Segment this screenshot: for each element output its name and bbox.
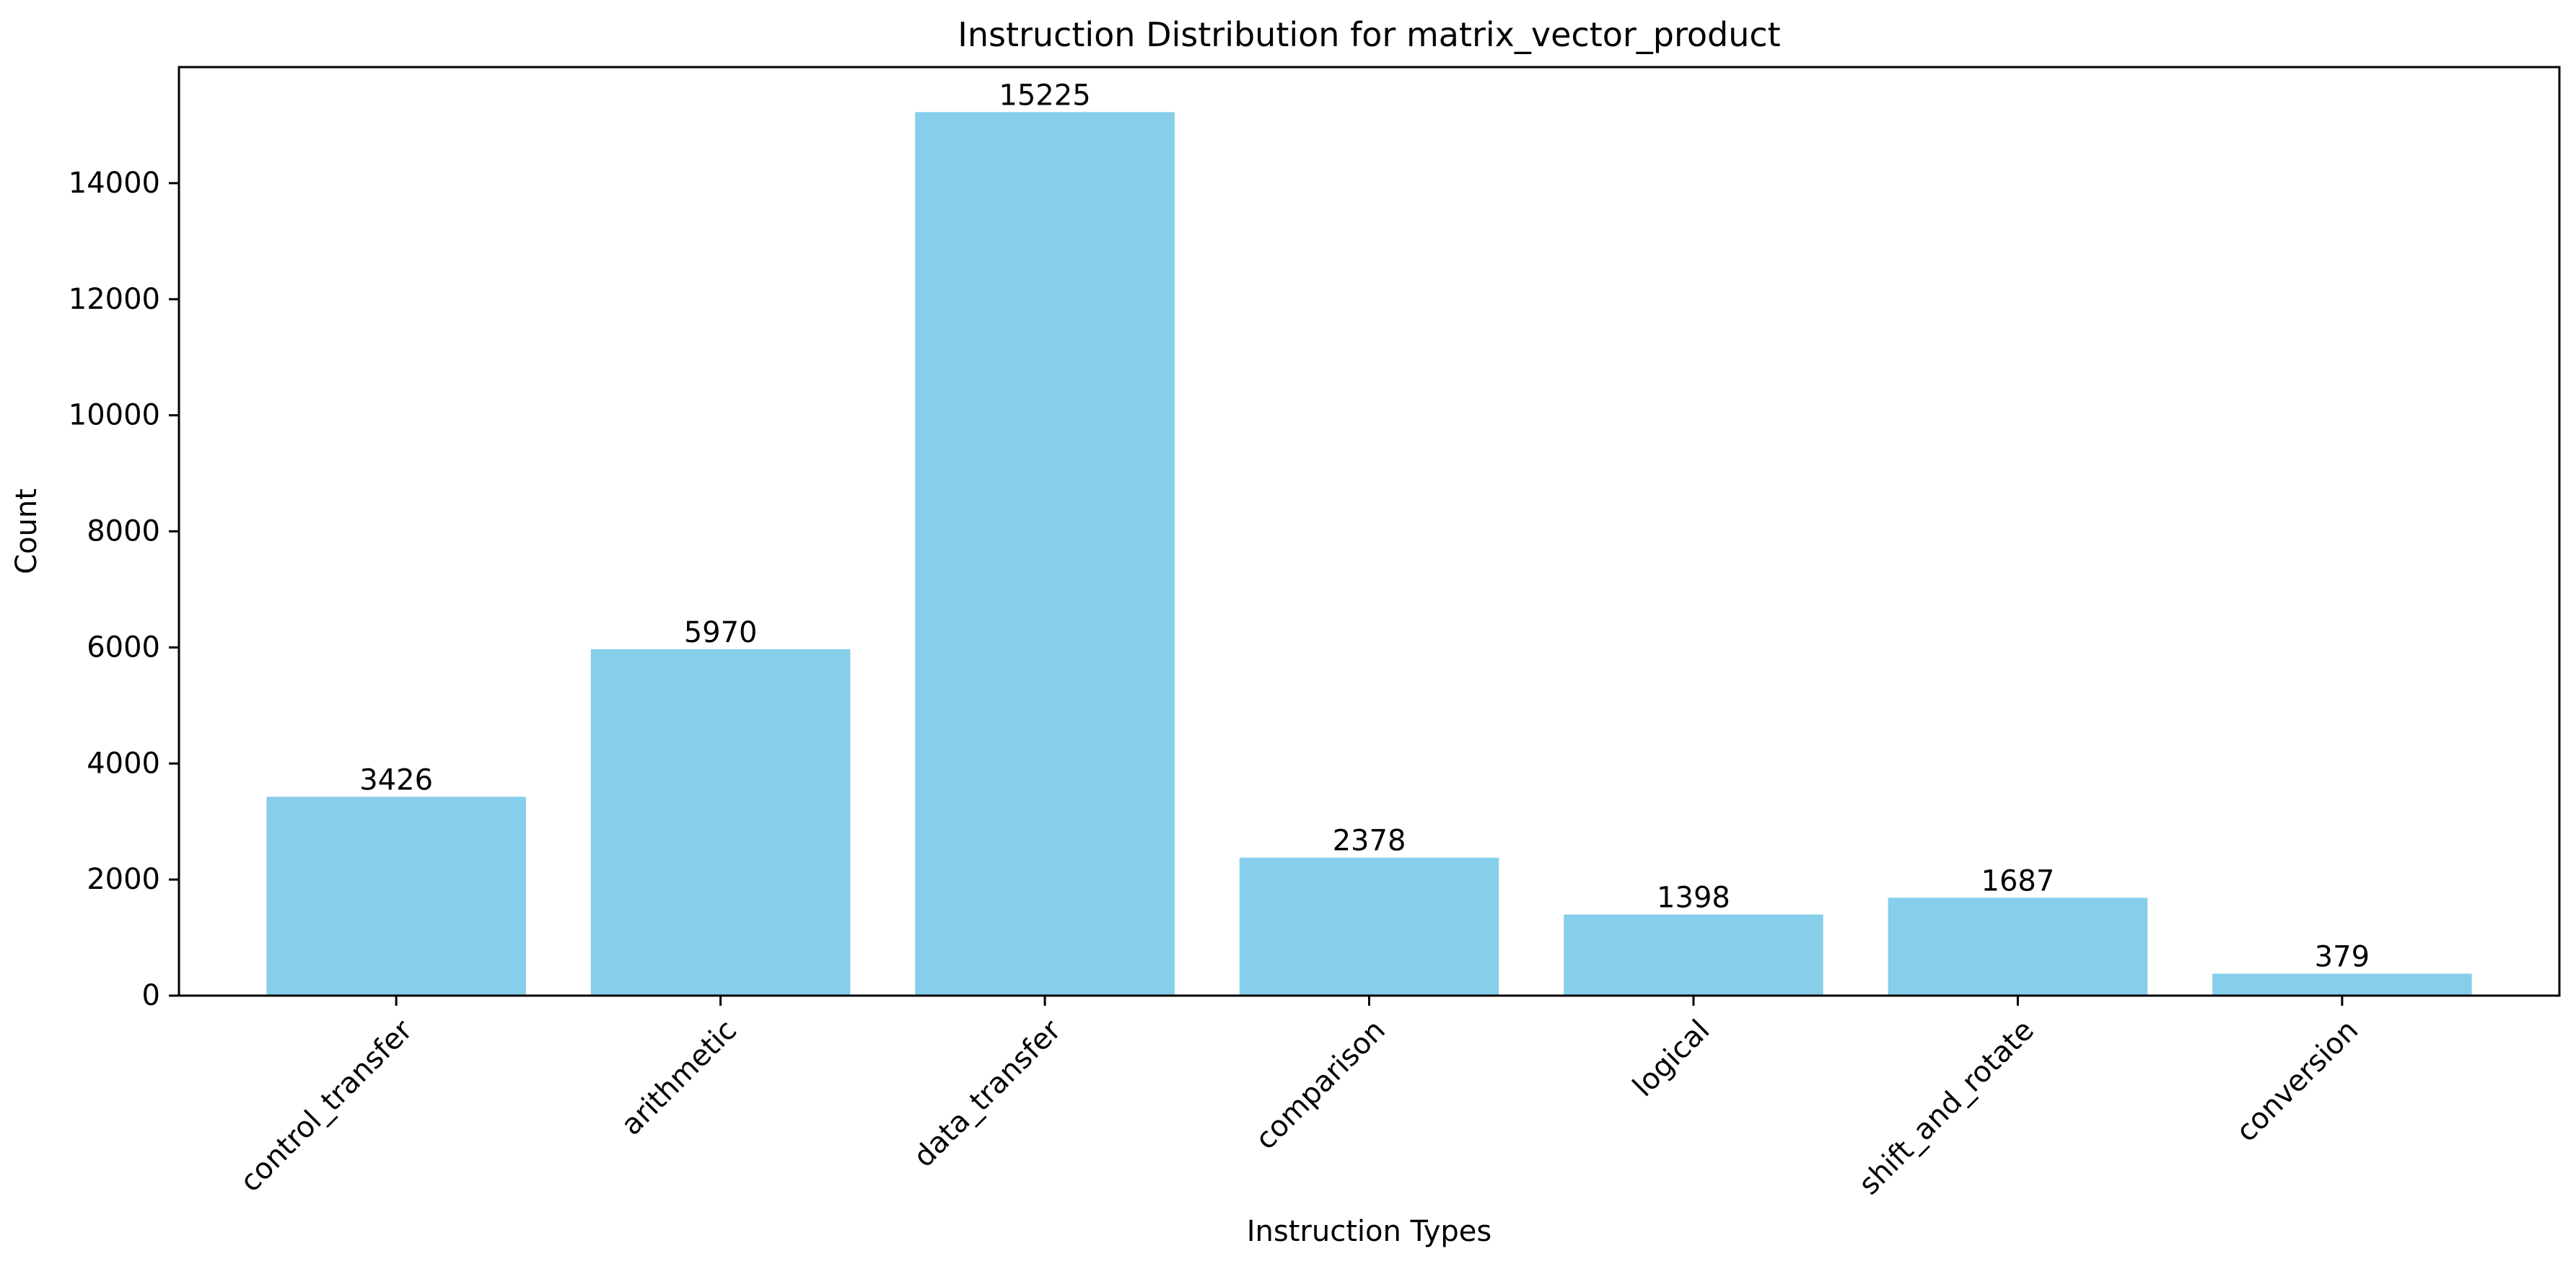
bar-conversion bbox=[2212, 973, 2472, 996]
y-tick-label: 12000 bbox=[69, 283, 160, 316]
bar-control_transfer bbox=[266, 797, 526, 996]
y-tick-label: 6000 bbox=[87, 631, 160, 664]
chart-title: Instruction Distribution for matrix_vect… bbox=[958, 15, 1780, 54]
y-tick-label: 8000 bbox=[87, 515, 160, 548]
value-label-arithmetic: 5970 bbox=[684, 616, 758, 649]
value-label-control_transfer: 3426 bbox=[359, 763, 433, 797]
y-tick-label: 14000 bbox=[69, 167, 160, 200]
value-label-conversion: 379 bbox=[2315, 941, 2370, 974]
value-label-comparison: 2378 bbox=[1333, 825, 1406, 858]
bar-comparison bbox=[1239, 857, 1499, 996]
y-tick-label: 4000 bbox=[87, 747, 160, 780]
x-axis-title: Instruction Types bbox=[1247, 1215, 1492, 1248]
value-label-logical: 1398 bbox=[1657, 882, 1730, 915]
y-axis: 0 2000 4000 6000 8000 10000 12000 14000 bbox=[69, 167, 179, 1012]
y-axis-title: Count bbox=[10, 488, 43, 574]
value-label-shift_and_rotate: 1687 bbox=[1981, 864, 2055, 898]
y-tick-label: 10000 bbox=[69, 399, 160, 432]
bar-logical bbox=[1564, 914, 1823, 996]
bar-shift_and_rotate bbox=[1888, 898, 2148, 996]
value-labels-layer: 3426 5970 15225 2378 1398 1687 379 bbox=[359, 79, 2370, 973]
bar-arithmetic bbox=[590, 649, 851, 996]
bar-data_transfer bbox=[915, 112, 1175, 996]
bars-layer bbox=[266, 112, 2472, 996]
value-label-data_transfer: 15225 bbox=[999, 79, 1090, 112]
y-tick-label: 0 bbox=[142, 979, 160, 1012]
y-tick-label: 2000 bbox=[87, 863, 160, 896]
